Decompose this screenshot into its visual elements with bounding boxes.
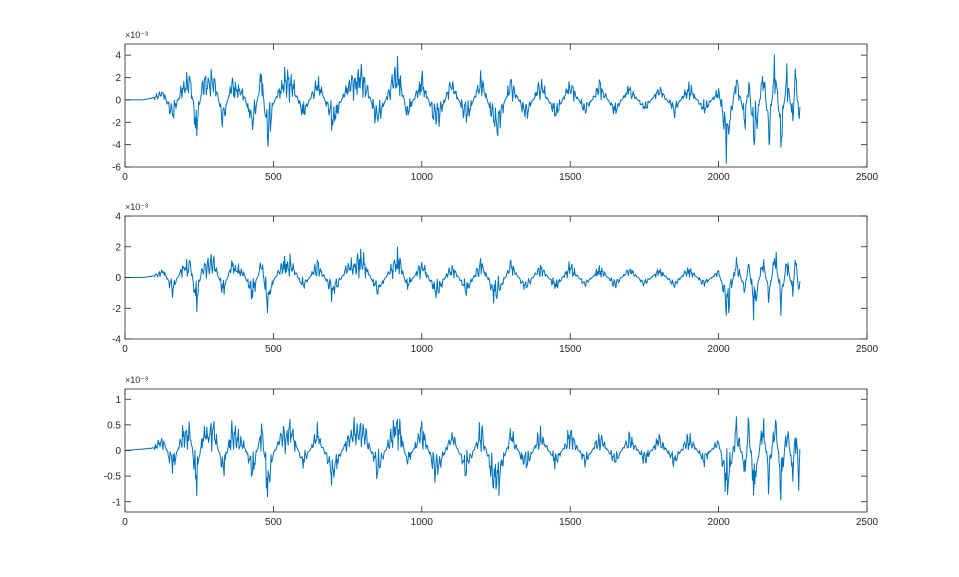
y-tick-label: 0 — [115, 273, 121, 284]
x-tick-label: 2500 — [856, 344, 879, 355]
y-tick-label: 1 — [115, 395, 121, 406]
x-tick-label: 0 — [122, 517, 128, 528]
y-tick-label: -2 — [112, 304, 121, 315]
x-tick-label: 1000 — [411, 517, 434, 528]
x-tick-label: 1500 — [559, 344, 582, 355]
x-tick-label: 2000 — [707, 344, 730, 355]
x-tick-label: 2500 — [856, 517, 879, 528]
x-tick-label: 2000 — [707, 172, 730, 183]
y-tick-label: 0 — [115, 446, 121, 457]
x-tick-label: 2000 — [707, 517, 730, 528]
y-tick-label: 2 — [115, 242, 121, 253]
x-tick-label: 500 — [265, 344, 282, 355]
series-line — [125, 54, 801, 165]
y-tick-label: 0 — [115, 95, 121, 106]
axes-3: 0 500 1000 1500 2000 2500 -1 -0.5 0 0.5 1 ×10⁻³ — [104, 375, 879, 528]
y-tick-label: 0.5 — [107, 420, 121, 431]
y-tick-label: 4 — [115, 212, 121, 223]
y-tick-label: 4 — [115, 51, 121, 62]
x-tick-label: 1000 — [411, 172, 434, 183]
x-tick-label: 1500 — [559, 172, 582, 183]
axes-2: 0 500 1000 1500 2000 2500 -4 -2 0 2 4 ×10⁻³ — [112, 202, 878, 355]
y-exponent-label: ×10⁻³ — [125, 375, 148, 385]
y-tick-label: -6 — [112, 163, 121, 174]
y-tick-label: 2 — [115, 73, 121, 84]
x-tick-label: 500 — [265, 517, 282, 528]
x-tick-label: 1000 — [411, 344, 434, 355]
axes-frame — [124, 43, 868, 168]
y-tick-label: -4 — [112, 335, 121, 346]
y-exponent-label: ×10⁻³ — [125, 202, 148, 212]
x-tick-label: 1500 — [559, 517, 582, 528]
x-tick-label: 2500 — [856, 172, 879, 183]
x-tick-label: 0 — [122, 344, 128, 355]
series-line — [125, 246, 801, 321]
series-line — [125, 416, 801, 501]
x-tick-label: 500 — [265, 172, 282, 183]
y-tick-label: -2 — [112, 118, 121, 129]
y-exponent-label: ×10⁻³ — [125, 30, 148, 40]
y-tick-label: -0.5 — [104, 472, 122, 483]
x-tick-label: 0 — [122, 172, 128, 183]
y-tick-label: -1 — [112, 497, 121, 508]
axes-1: 0 500 1000 1500 2000 2500 -6 -4 -2 0 2 4 ×10⁻³ — [112, 30, 878, 183]
y-tick-label: -4 — [112, 140, 121, 151]
